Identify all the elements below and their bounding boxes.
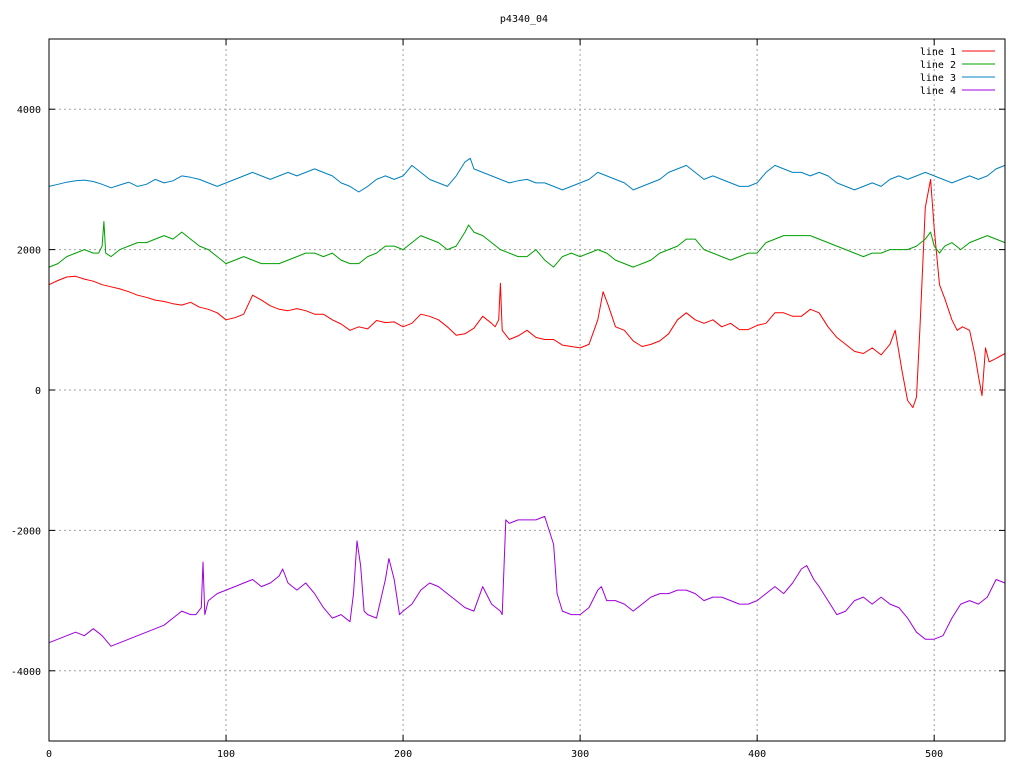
x-tick-label: 300 (571, 749, 589, 760)
axis-ticks: 0 100 200 300 400 500 -4000 -2000 0 2000 4000 (11, 39, 1005, 760)
legend-label: line 3 (920, 73, 956, 84)
x-tick-label: 400 (748, 749, 766, 760)
grid (49, 39, 1005, 741)
y-tick-label: 4000 (17, 105, 41, 116)
legend-label: line 4 (920, 86, 956, 97)
y-tick-label: 0 (35, 386, 41, 397)
x-tick-label: 100 (217, 749, 235, 760)
series-line-3 (48, 157, 1006, 193)
series-line-1 (48, 178, 1006, 409)
y-tick-label: -2000 (11, 526, 41, 537)
legend-label: line 1 (920, 47, 956, 58)
x-tick-label: 200 (394, 749, 412, 760)
legend: line 1 line 2 line 3 line 4 (920, 47, 995, 97)
plot-frame (48, 38, 1006, 742)
y-tick-label: 2000 (17, 246, 41, 257)
legend-label: line 2 (920, 60, 956, 71)
y-tick-label: -4000 (11, 667, 41, 678)
chart-title: p4340_04 (500, 14, 548, 25)
x-tick-label: 0 (46, 749, 52, 760)
series-line-4 (48, 515, 1006, 647)
series-group (48, 157, 1006, 647)
series-line-2 (48, 221, 1006, 268)
x-tick-label: 500 (925, 749, 943, 760)
